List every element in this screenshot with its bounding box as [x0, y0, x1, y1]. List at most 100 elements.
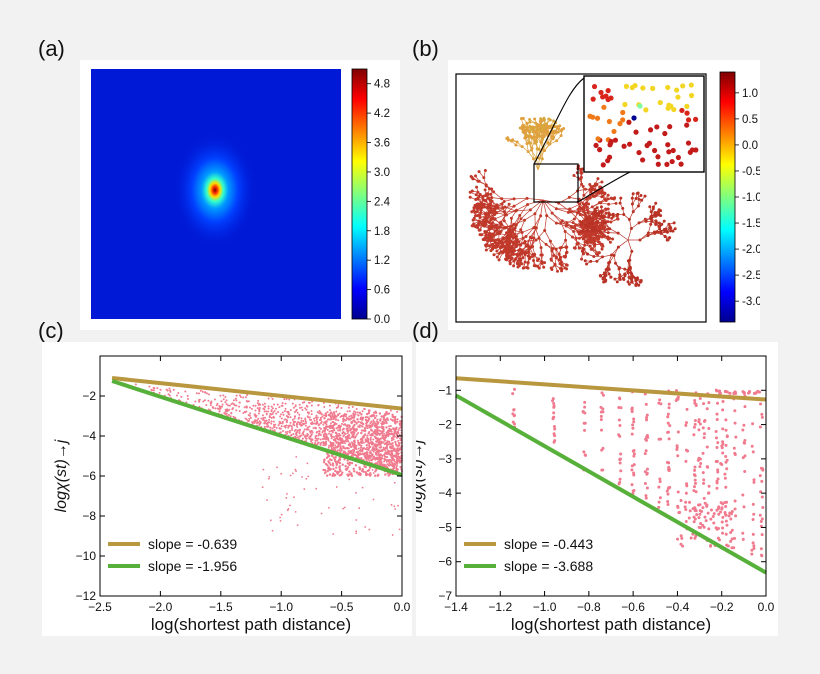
network-node [477, 228, 481, 232]
scatter-point [698, 526, 702, 530]
scatter-point [398, 422, 401, 426]
network-edge [560, 222, 566, 232]
network-node [611, 237, 615, 241]
scatter-point [371, 447, 375, 451]
scatter-point [368, 459, 371, 462]
scatter-point [723, 476, 727, 480]
scatter-point [304, 424, 307, 427]
scatter-point [373, 424, 376, 427]
scatter-point [348, 463, 351, 467]
scatter-point [180, 395, 183, 398]
scatter-point [270, 422, 273, 425]
network-edge [538, 238, 542, 248]
scatter-point [373, 443, 376, 446]
network-node [586, 241, 590, 245]
scatter-point [201, 390, 204, 393]
scatter-point [334, 469, 337, 473]
scatter-point [395, 460, 399, 463]
scatter-point [330, 429, 333, 433]
inset-node [595, 136, 601, 142]
network-node [509, 232, 513, 236]
scatter-point [355, 519, 358, 521]
scatter-point [281, 429, 284, 432]
scatter-point [243, 410, 246, 413]
network-node [599, 205, 603, 209]
scatter-point [285, 496, 288, 499]
network-node [484, 243, 488, 247]
network-node [607, 213, 611, 217]
scatter-point [271, 397, 274, 400]
scatter-point [361, 425, 364, 428]
scatter-point [752, 544, 756, 548]
scatter-point [666, 430, 670, 434]
scatter-point [618, 477, 622, 481]
inset-node [667, 124, 673, 130]
scatter-point [323, 416, 326, 420]
scatter-point [250, 407, 253, 410]
scatter-point [378, 429, 381, 432]
scatter-point [352, 429, 356, 432]
scatter-point [644, 496, 648, 500]
scatter-point [389, 446, 392, 449]
scatter-point [310, 404, 313, 407]
scatter-point [222, 394, 225, 397]
scatter-point [332, 456, 336, 460]
scatter-point [319, 417, 322, 420]
scatter-point [644, 494, 648, 498]
network-node [558, 124, 562, 128]
scatter-point [227, 409, 230, 412]
scatter-point [378, 412, 382, 415]
scatter-point [359, 424, 362, 427]
scatter-point [265, 412, 268, 415]
scatter-point [305, 437, 308, 440]
scatter-point [723, 472, 727, 476]
network-node [607, 202, 611, 206]
network-node [478, 216, 482, 220]
scatter-point [279, 427, 282, 430]
scatter-point [720, 462, 724, 466]
scatter-point [760, 517, 764, 521]
network-edge [551, 212, 563, 222]
network-node [478, 233, 482, 237]
scatter-point [759, 490, 763, 494]
scatter-point [393, 458, 396, 461]
network-node [523, 252, 527, 256]
network-node [616, 217, 620, 221]
scatter-point [257, 417, 260, 420]
scatter-point [751, 502, 755, 506]
scatter-point [340, 414, 344, 418]
scatter-point [617, 406, 621, 410]
scatter-point [373, 411, 376, 414]
network-node [600, 243, 604, 247]
scatter-point [392, 447, 395, 450]
scatter-point [730, 537, 734, 541]
scatter-point [345, 437, 348, 440]
scatter-point [352, 414, 356, 418]
scatter-point [276, 403, 279, 406]
network-node [490, 196, 494, 200]
network-node [616, 212, 620, 216]
scatter-point [310, 413, 313, 416]
scatter-point [552, 440, 556, 444]
scatter-point [372, 472, 375, 474]
colorbar-tick-label: 0.6 [374, 285, 390, 297]
scatter-point [167, 393, 170, 396]
network-node [505, 245, 509, 249]
scatter-point [230, 412, 233, 415]
network-node [507, 240, 511, 244]
scatter-point [702, 481, 706, 485]
network-node [489, 249, 493, 253]
scatter-point [357, 450, 360, 453]
network-edge [493, 191, 502, 200]
scatter-point [316, 439, 319, 442]
scatter-point [214, 407, 217, 410]
network-edge [491, 197, 502, 200]
scatter-point [355, 492, 357, 494]
scatter-point [243, 406, 246, 409]
scatter-point [261, 414, 264, 417]
network-edge [520, 220, 525, 230]
scatter-point [583, 453, 587, 457]
scatter-point [707, 484, 711, 488]
scatter-point [391, 457, 395, 460]
scatter-point [324, 436, 327, 440]
